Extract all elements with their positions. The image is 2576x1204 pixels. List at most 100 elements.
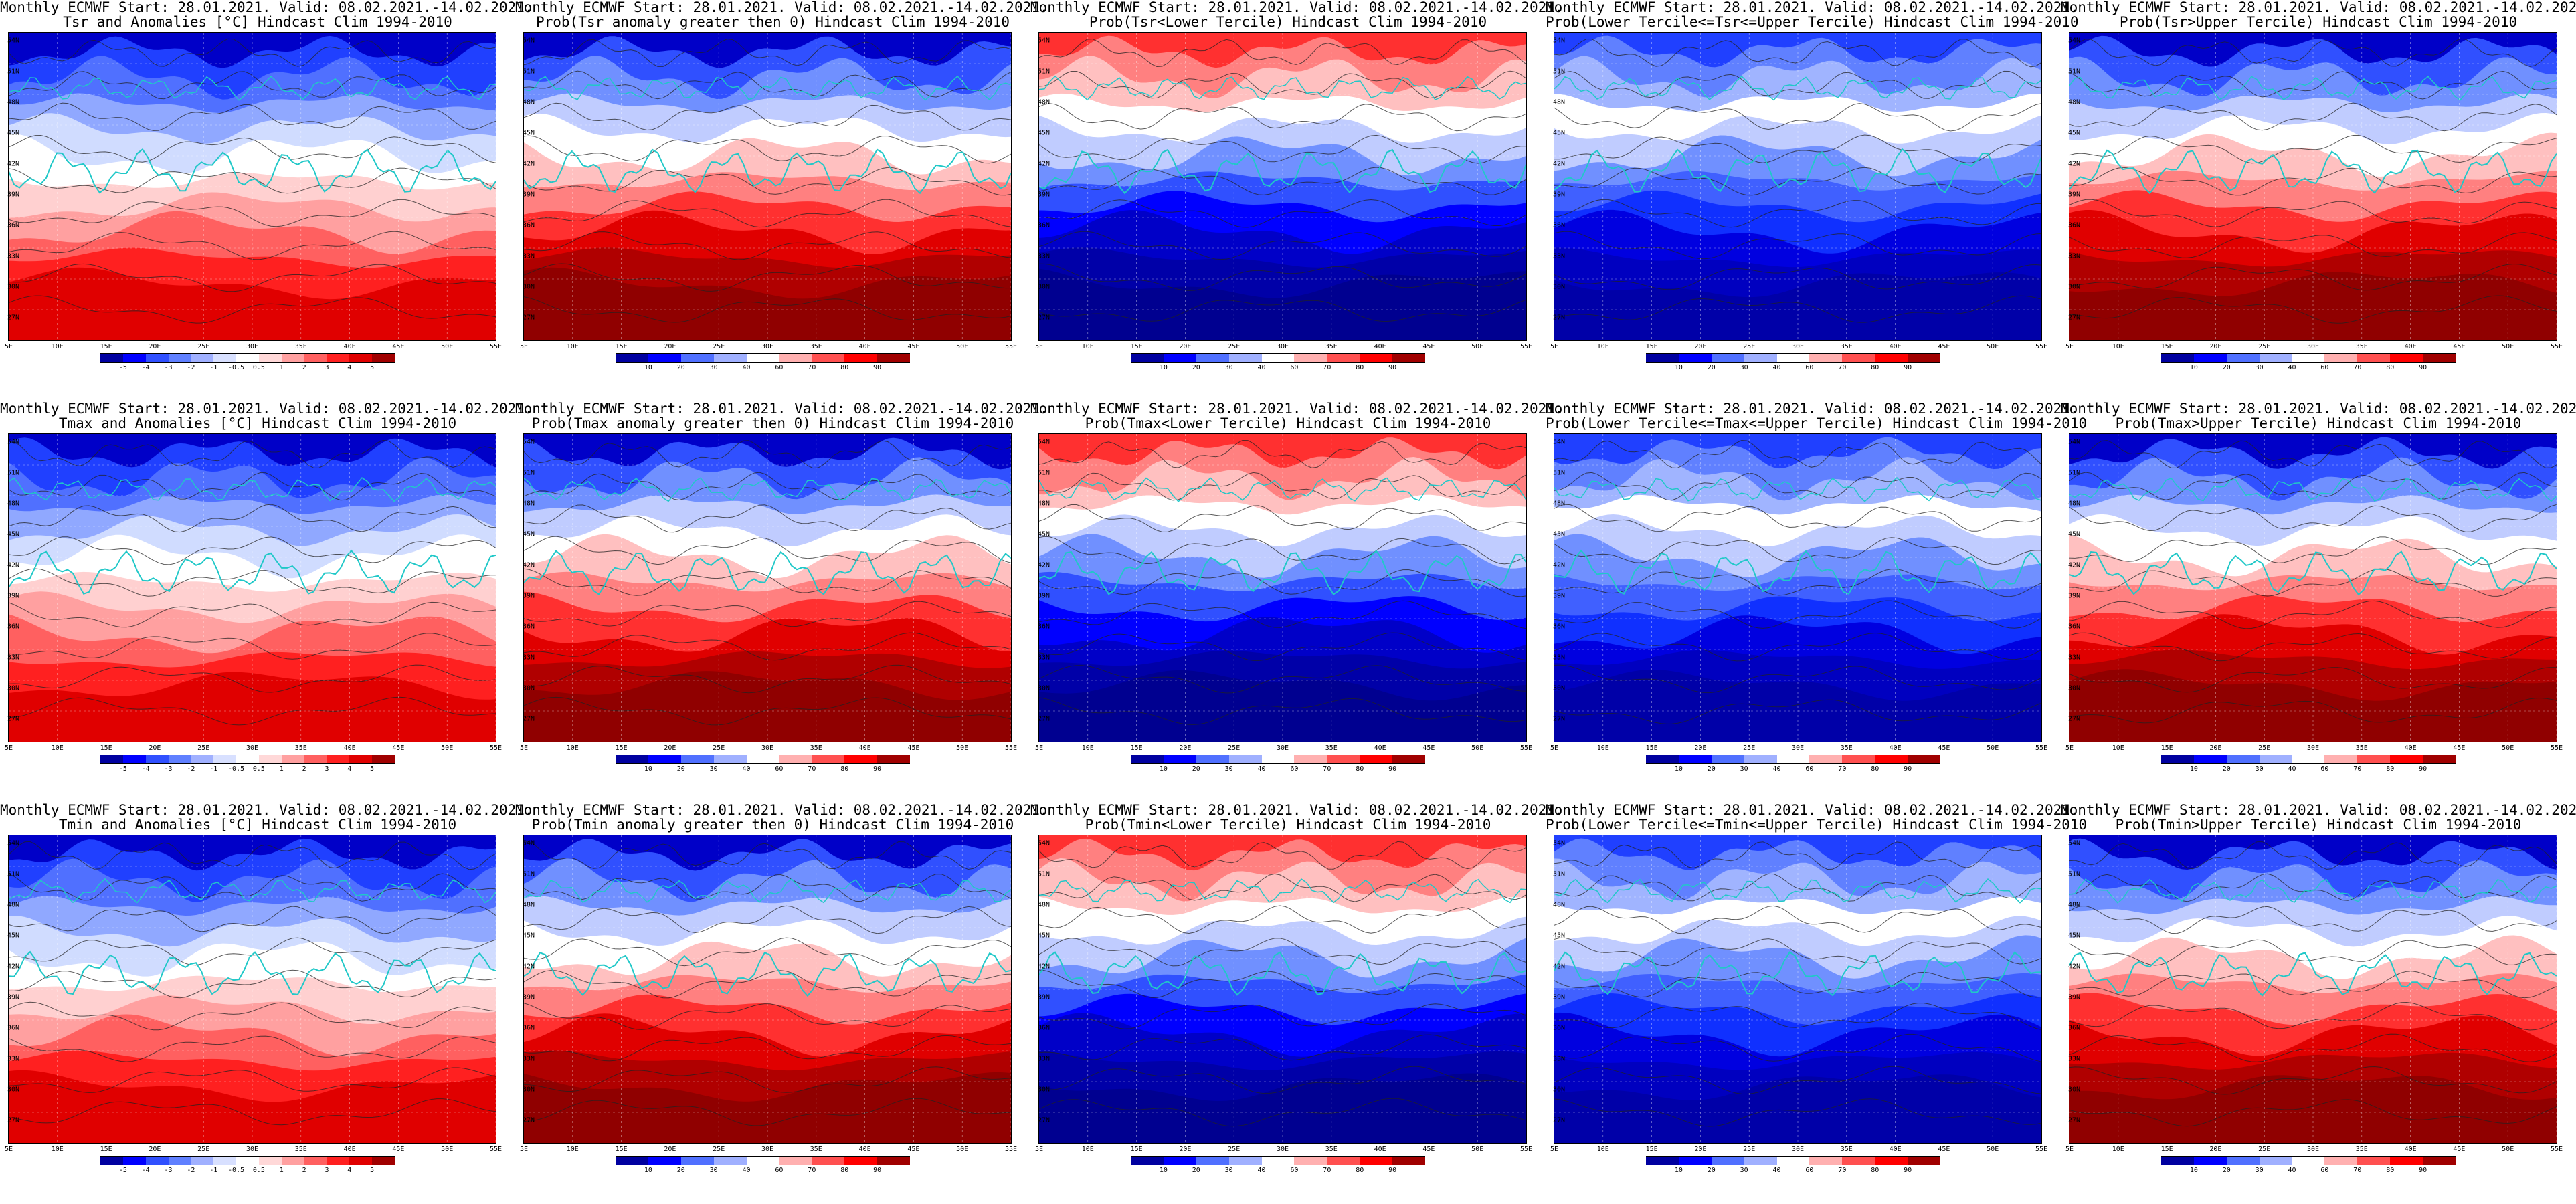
lat-tick-label: 36N xyxy=(7,1024,20,1032)
colorbar-label: 90 xyxy=(2419,765,2427,773)
colorbar-swatch xyxy=(1294,353,1327,363)
colorbar-swatch xyxy=(258,755,282,764)
colorbar: 10 20 30 40 60 70 80 90 xyxy=(1646,1156,1940,1174)
lat-tick-label: 30N xyxy=(7,684,20,692)
lon-tick-label: 20E xyxy=(149,343,161,350)
lon-tick-label: 15E xyxy=(615,343,628,350)
colorbar-label: -0.5 xyxy=(228,364,245,371)
colorbar-swatch xyxy=(236,1156,259,1165)
lon-tick-label: 10E xyxy=(566,343,579,350)
colorbar-label: 30 xyxy=(2255,765,2264,773)
lat-tick-label: 27N xyxy=(523,1116,535,1124)
panel-title-line1: Monthly ECMWF Start: 28.01.2021. Valid: … xyxy=(1546,401,2079,417)
lat-tick-label: 54N xyxy=(2068,839,2081,847)
colorbar-label: 20 xyxy=(676,765,685,773)
colorbar-label: 2 xyxy=(302,765,306,773)
colorbar-label: 20 xyxy=(1192,364,1200,371)
colorbar-swatch xyxy=(779,1156,812,1165)
lat-tick-label: 39N xyxy=(7,993,20,1001)
colorbar-swatch xyxy=(844,353,878,363)
lat-tick-label: 27N xyxy=(7,715,20,723)
lat-tick-label: 48N xyxy=(7,98,20,106)
colorbar-swatch xyxy=(1678,353,1712,363)
panel-title-line2: Prob(Lower Tercile<=Tsr<=Upper Tercile) … xyxy=(1546,14,2079,30)
colorbar-swatch xyxy=(1809,755,1843,764)
colorbar-label: 5 xyxy=(370,1167,375,1174)
colorbar-label: 60 xyxy=(775,364,784,371)
panel-title-line2: Prob(Tmax>Upper Tercile) Hindcast Clim 1… xyxy=(2115,415,2522,431)
colorbar-swatch xyxy=(779,755,812,764)
lon-tick-label: 50E xyxy=(441,1146,454,1153)
colorbar-swatch xyxy=(122,1156,146,1165)
lon-tick-label: 40E xyxy=(2404,744,2417,752)
colorbar-swatch xyxy=(2161,1156,2194,1165)
colorbar-swatch xyxy=(1908,1156,1940,1165)
map-panel-tmin-prob-upper: Monthly ECMWF Start: 28.01.2021. Valid: … xyxy=(2061,803,2576,1204)
colorbar-swatch xyxy=(1842,755,1875,764)
map-panel-tmax-anom: Monthly ECMWF Start: 28.01.2021. Valid: … xyxy=(0,401,533,803)
colorbar-swatch xyxy=(281,1156,304,1165)
lat-tick-label: 27N xyxy=(2068,314,2081,322)
colorbar-swatch xyxy=(1228,755,1262,764)
colorbar-swatch xyxy=(2226,1156,2260,1165)
lon-tick-label: 55E xyxy=(2035,1146,2048,1153)
colorbar-label: 30 xyxy=(1224,1167,1233,1174)
map-field xyxy=(1039,434,1526,742)
lon-tick-label: 45E xyxy=(392,1146,405,1153)
colorbar-swatch xyxy=(2390,755,2423,764)
lat-tick-label: 27N xyxy=(7,314,20,322)
lon-tick-label: 5E xyxy=(2065,744,2074,752)
colorbar-swatch xyxy=(1294,1156,1327,1165)
lat-tick-label: 48N xyxy=(523,901,535,909)
lon-tick-label: 25E xyxy=(197,343,210,350)
lon-tick-label: 10E xyxy=(51,744,64,752)
colorbar-swatch xyxy=(100,353,123,363)
lat-tick-label: 48N xyxy=(2068,500,2081,508)
colorbar-swatch xyxy=(145,1156,169,1165)
map-panel-tmax-prob-lower: Monthly ECMWF Start: 28.01.2021. Valid: … xyxy=(1030,401,1564,803)
lat-tick-label: 30N xyxy=(7,283,20,291)
lat-tick-label: 42N xyxy=(2068,963,2081,971)
colorbar: 10 20 30 40 60 70 80 90 xyxy=(1131,353,1425,371)
colorbar-label: 70 xyxy=(1838,364,1847,371)
lat-tick-label: 27N xyxy=(1038,314,1050,322)
colorbar-label: -4 xyxy=(141,364,150,371)
lon-tick-label: 10E xyxy=(1081,1146,1094,1153)
colorbar-swatch xyxy=(877,755,910,764)
lat-tick-label: 42N xyxy=(1553,963,1566,971)
panel-title-line2: Prob(Tmin>Upper Tercile) Hindcast Clim 1… xyxy=(2115,817,2522,833)
lat-tick-label: 30N xyxy=(523,1086,535,1094)
panel-title-line2: Prob(Tmin<Lower Tercile) Hindcast Clim 1… xyxy=(1085,817,1491,833)
colorbar: 10 20 30 40 60 70 80 90 xyxy=(2161,755,2456,773)
colorbar-swatch xyxy=(2423,755,2456,764)
colorbar-label: 3 xyxy=(325,364,329,371)
colorbar-swatch xyxy=(168,353,191,363)
map-field xyxy=(2069,33,2557,340)
colorbar-label: 30 xyxy=(709,765,718,773)
lat-tick-label: 45N xyxy=(7,932,20,940)
lon-tick-label: 55E xyxy=(1520,1146,1533,1153)
lat-tick-label: 42N xyxy=(1553,160,1566,168)
colorbar-label: 30 xyxy=(1740,765,1748,773)
colorbar-label: -0.5 xyxy=(228,1167,245,1174)
lon-tick-label: 50E xyxy=(1987,1146,1999,1153)
lon-tick-label: 15E xyxy=(1130,343,1143,350)
colorbar-swatch xyxy=(1711,353,1744,363)
colorbar: 10 20 30 40 60 70 80 90 xyxy=(1131,755,1425,773)
colorbar-swatch xyxy=(2324,353,2358,363)
lon-tick-label: 25E xyxy=(1743,1146,1756,1153)
lat-tick-label: 33N xyxy=(523,1055,535,1063)
lon-tick-label: 35E xyxy=(1840,744,1853,752)
lon-tick-label: 5E xyxy=(4,744,13,752)
lat-tick-label: 27N xyxy=(1038,1116,1050,1124)
colorbar-swatch xyxy=(1131,353,1164,363)
lon-tick-label: 50E xyxy=(2502,744,2514,752)
lat-tick-label: 42N xyxy=(1038,963,1050,971)
lat-tick-label: 54N xyxy=(1553,438,1566,446)
lon-tick-label: 10E xyxy=(566,744,579,752)
lon-tick-label: 50E xyxy=(441,744,454,752)
lon-tick-label: 40E xyxy=(1374,343,1386,350)
map-field xyxy=(1554,434,2041,742)
colorbar-label: -5 xyxy=(118,1167,127,1174)
colorbar-label: -2 xyxy=(187,765,195,773)
